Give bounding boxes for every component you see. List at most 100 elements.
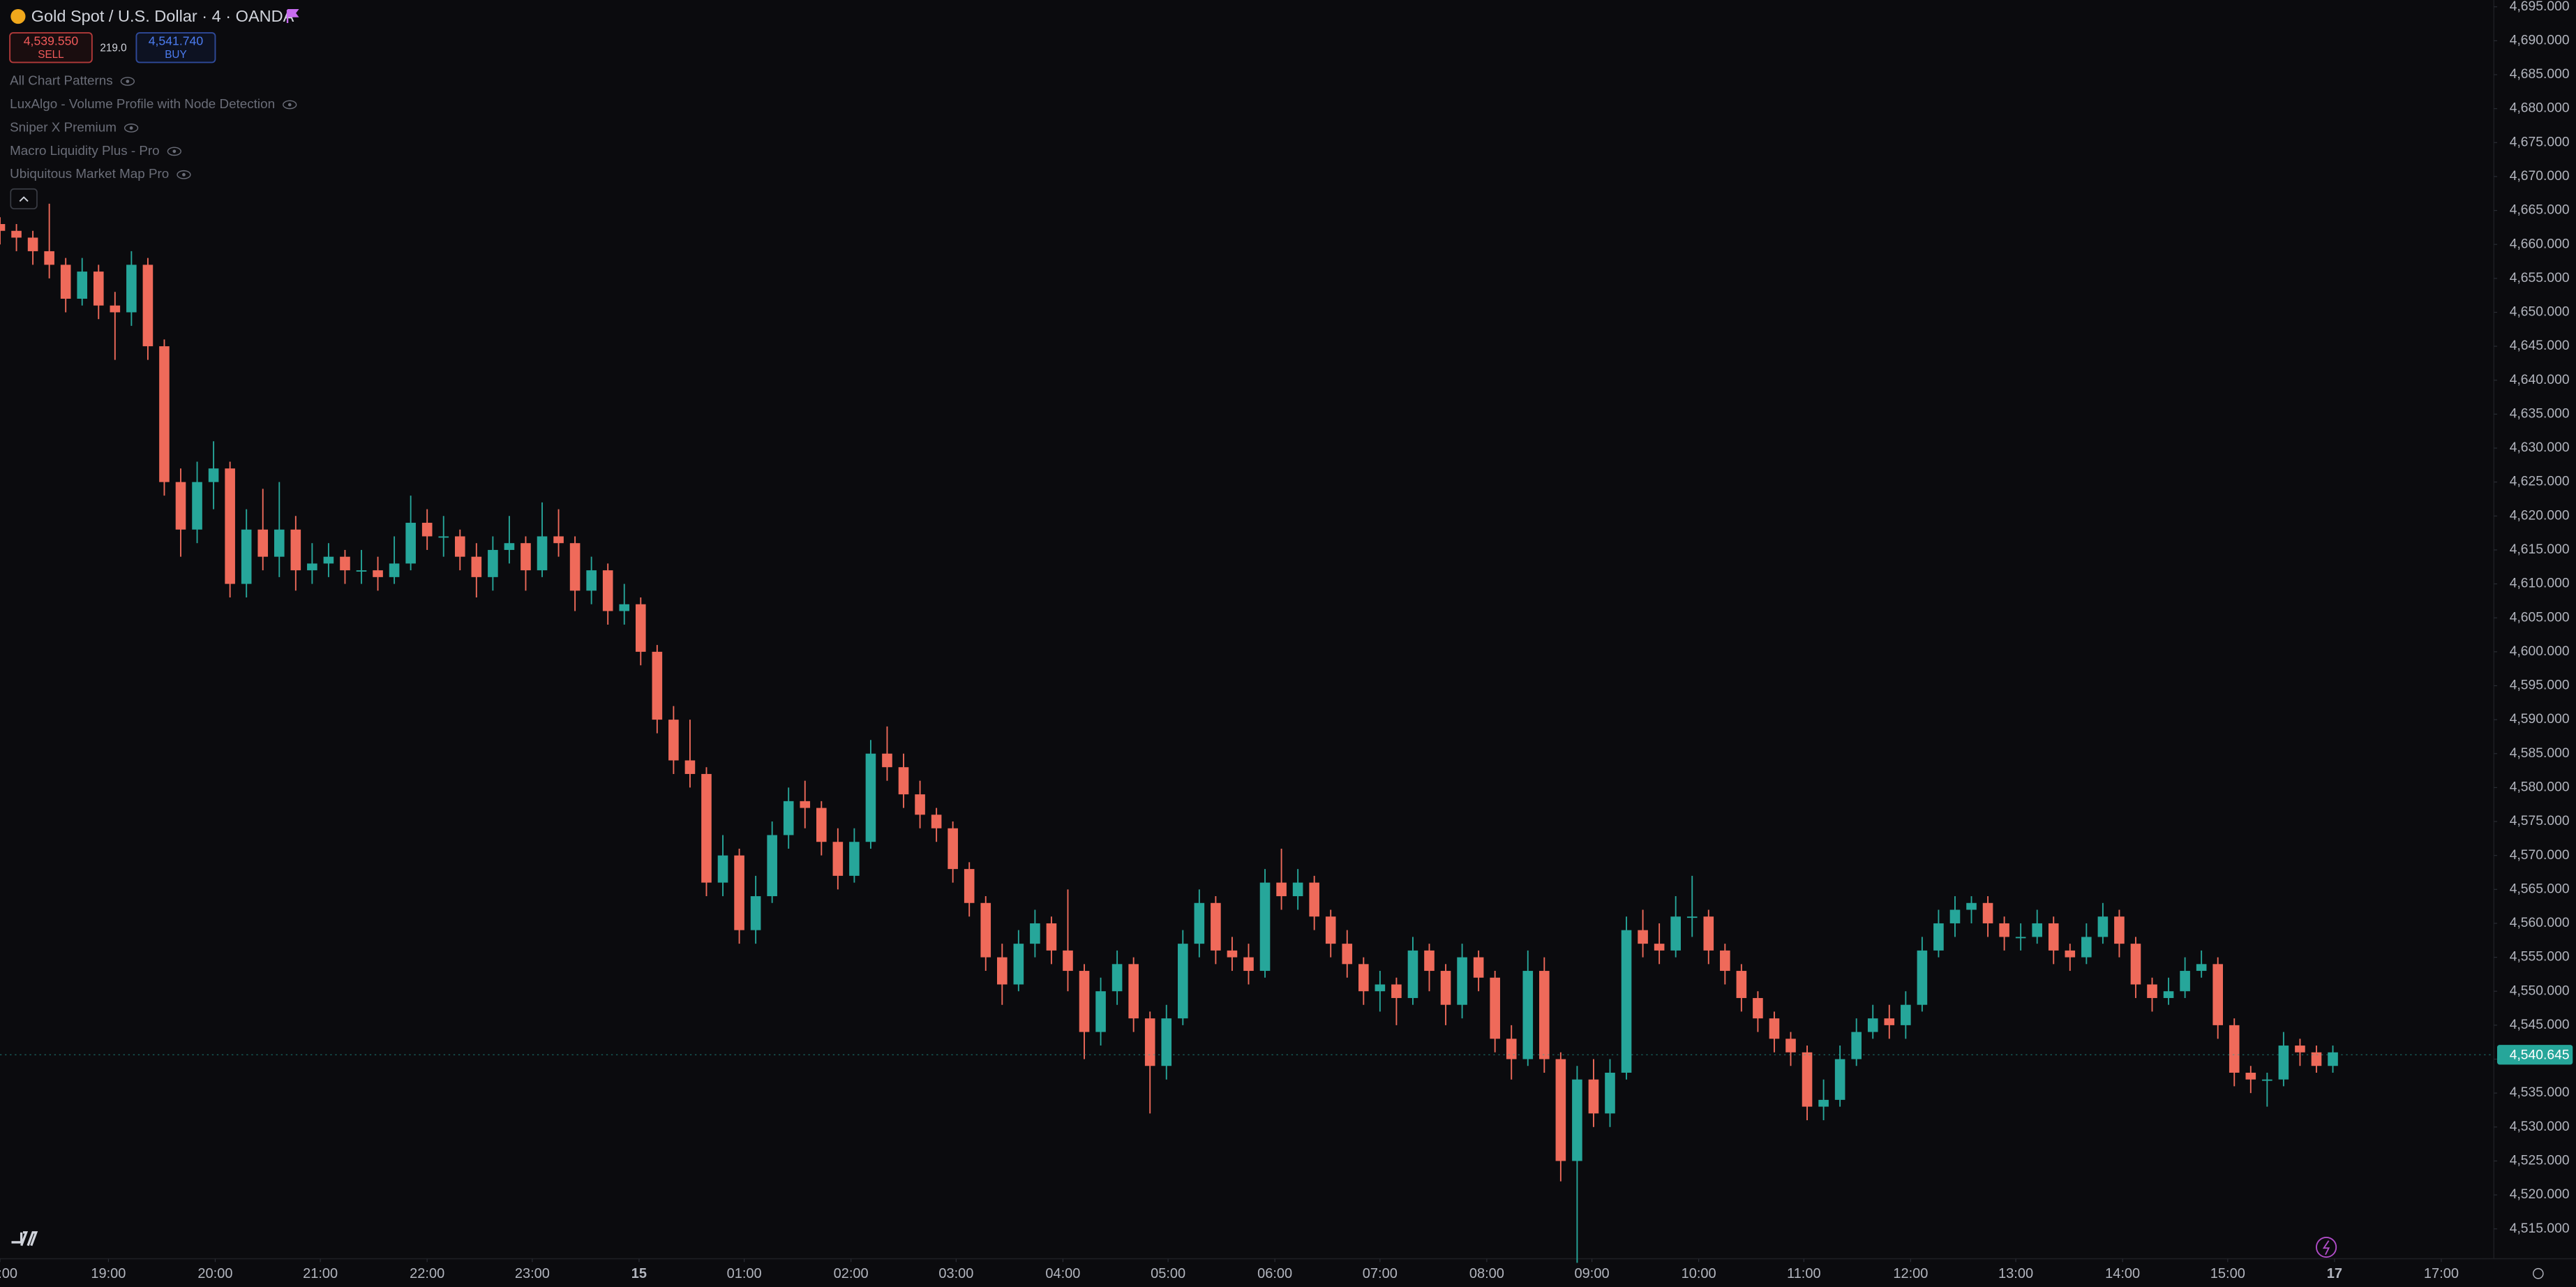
eye-icon[interactable] bbox=[123, 124, 139, 133]
y-tick-label: 4,630.000 bbox=[2510, 440, 2570, 455]
candle-body bbox=[1933, 923, 1944, 951]
candle-body bbox=[1720, 950, 1730, 972]
candle-body bbox=[717, 855, 728, 883]
candle-body bbox=[1966, 902, 1977, 910]
y-tick-label: 4,620.000 bbox=[2510, 508, 2570, 523]
candle-body bbox=[1588, 1079, 1599, 1114]
sell-label[interactable]: SELL bbox=[38, 49, 63, 61]
buy-label[interactable]: BUY bbox=[165, 49, 186, 61]
y-tick-label: 4,600.000 bbox=[2510, 644, 2570, 659]
candle-body bbox=[783, 801, 794, 835]
y-tick-label: 4,610.000 bbox=[2510, 576, 2570, 591]
candle-body bbox=[1161, 1018, 1172, 1066]
candle-body bbox=[1276, 882, 1287, 897]
eye-pupil bbox=[287, 103, 292, 107]
spread: 219.0 bbox=[100, 43, 126, 54]
candle-body bbox=[208, 468, 219, 482]
y-tick-label: 4,670.000 bbox=[2510, 169, 2570, 184]
y-tick-label: 4,555.000 bbox=[2510, 950, 2570, 965]
eye-icon[interactable] bbox=[167, 147, 181, 156]
candle-body bbox=[1703, 916, 1714, 951]
candle-body bbox=[225, 468, 235, 584]
candle-body bbox=[1457, 957, 1467, 1005]
candle-body bbox=[421, 523, 433, 537]
candle-body bbox=[2212, 964, 2223, 1025]
alert-icon[interactable] bbox=[2316, 1236, 2337, 1258]
eye-icon[interactable] bbox=[177, 170, 191, 179]
x-tick-label: 13:00 bbox=[1998, 1266, 2033, 1281]
candle-body bbox=[2130, 944, 2141, 985]
candle-body bbox=[1638, 930, 1648, 944]
x-tick-label: 09:00 bbox=[1575, 1266, 1610, 1281]
candle-body bbox=[1851, 1032, 1862, 1059]
settings-icon[interactable] bbox=[2533, 1267, 2544, 1279]
flag-icon[interactable] bbox=[286, 8, 299, 23]
collapse-button[interactable] bbox=[10, 188, 38, 209]
candle-body bbox=[2081, 937, 2092, 958]
y-tick-label: 4,545.000 bbox=[2510, 1018, 2570, 1032]
candle-body bbox=[1194, 902, 1205, 944]
candle-body bbox=[1079, 971, 1090, 1032]
candle-body bbox=[652, 651, 663, 720]
candle-body bbox=[800, 801, 811, 808]
eye-icon[interactable] bbox=[283, 100, 297, 110]
buy-price[interactable]: 4,541.740 bbox=[149, 34, 204, 48]
y-tick-label: 4,590.000 bbox=[2510, 712, 2570, 727]
candle-body bbox=[471, 556, 482, 577]
candle-body bbox=[1128, 964, 1139, 1019]
candle-body bbox=[2015, 937, 2026, 939]
candle-body bbox=[274, 529, 285, 557]
indicator-label[interactable]: Ubiquitous Market Map Pro bbox=[10, 166, 169, 181]
candle-body bbox=[619, 604, 630, 611]
eye-pupil bbox=[182, 172, 186, 177]
y-tick-label: 4,515.000 bbox=[2510, 1221, 2570, 1236]
candle-body bbox=[307, 563, 317, 571]
candle-body bbox=[1917, 950, 1928, 1005]
candle-body bbox=[964, 869, 975, 903]
sell-price[interactable]: 4,539.550 bbox=[24, 34, 79, 48]
last-price-box bbox=[2496, 1045, 2573, 1065]
candle-body bbox=[734, 855, 744, 930]
indicator-label[interactable]: Macro Liquidity Plus - Pro bbox=[10, 143, 160, 158]
tradingview-logo[interactable] bbox=[11, 1231, 38, 1247]
y-tick-label: 4,585.000 bbox=[2510, 746, 2570, 761]
candle-body bbox=[1178, 944, 1188, 1019]
candle-body bbox=[1982, 902, 1993, 923]
x-tick-label: 17:00 bbox=[2424, 1266, 2459, 1281]
eye-icon[interactable] bbox=[120, 77, 135, 86]
candle-body bbox=[1686, 916, 1698, 918]
candle-body bbox=[175, 482, 186, 530]
candle-body bbox=[488, 549, 498, 577]
candle-body bbox=[405, 523, 416, 564]
sell-button[interactable] bbox=[9, 32, 93, 64]
candle-body bbox=[1259, 882, 1271, 972]
buy-button[interactable] bbox=[135, 32, 216, 64]
candle-body bbox=[931, 814, 942, 828]
candle-body bbox=[521, 543, 531, 571]
candle-body bbox=[537, 536, 548, 571]
indicator-label[interactable]: Sniper X Premium bbox=[10, 119, 117, 134]
candle-body bbox=[980, 902, 991, 958]
candle-body bbox=[257, 529, 269, 557]
x-tick-label: 07:00 bbox=[1363, 1266, 1398, 1281]
y-tick-label: 4,525.000 bbox=[2510, 1154, 2570, 1168]
candle-body bbox=[997, 957, 1008, 985]
candle-body bbox=[1292, 882, 1303, 897]
candle-body bbox=[569, 543, 581, 591]
indicator-label[interactable]: All Chart Patterns bbox=[10, 73, 113, 88]
candle-body bbox=[2032, 923, 2042, 937]
y-tick-label: 4,565.000 bbox=[2510, 881, 2570, 896]
candle-body bbox=[882, 753, 892, 768]
y-tick-label: 4,595.000 bbox=[2510, 678, 2570, 693]
candle-body bbox=[159, 346, 170, 482]
candle-body bbox=[1030, 923, 1040, 944]
candle-body bbox=[915, 794, 925, 815]
candle-body bbox=[323, 556, 334, 564]
indicator-label[interactable]: LuxAlgo - Volume Profile with Node Detec… bbox=[10, 96, 275, 111]
chevron-icon bbox=[19, 196, 29, 202]
x-tick-label: 12:00 bbox=[1893, 1266, 1928, 1281]
candle-body bbox=[602, 570, 613, 611]
lightning-icon bbox=[2322, 1240, 2330, 1256]
candle-body bbox=[553, 536, 564, 544]
